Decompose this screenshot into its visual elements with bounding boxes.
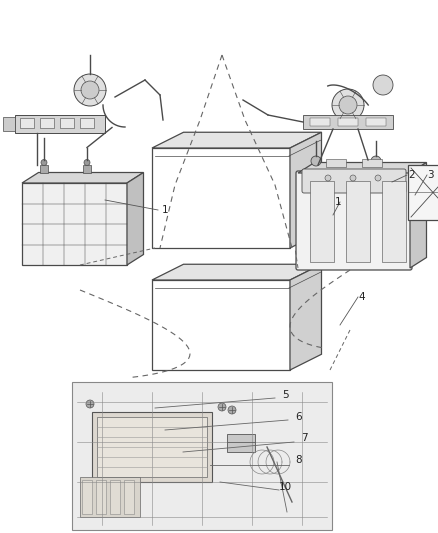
Bar <box>96 480 106 514</box>
Text: 5: 5 <box>282 390 289 400</box>
Bar <box>80 477 140 517</box>
Bar <box>110 480 120 514</box>
Circle shape <box>228 406 236 414</box>
Polygon shape <box>152 132 321 148</box>
Bar <box>82 480 92 514</box>
Circle shape <box>81 81 99 99</box>
Bar <box>310 118 330 126</box>
Circle shape <box>218 403 226 411</box>
Circle shape <box>371 156 381 166</box>
Polygon shape <box>152 280 290 370</box>
Polygon shape <box>298 163 427 173</box>
Polygon shape <box>410 163 427 268</box>
Text: 3: 3 <box>427 170 434 180</box>
FancyBboxPatch shape <box>302 169 406 193</box>
Text: 1: 1 <box>335 197 342 207</box>
Bar <box>92 412 212 482</box>
Circle shape <box>74 74 106 106</box>
Bar <box>20 118 34 128</box>
Bar <box>382 181 406 262</box>
Text: 2: 2 <box>408 170 415 180</box>
Circle shape <box>375 175 381 181</box>
Bar <box>3 117 15 131</box>
Circle shape <box>86 400 94 408</box>
FancyBboxPatch shape <box>296 171 412 270</box>
Polygon shape <box>152 148 290 248</box>
Bar <box>310 181 334 262</box>
Bar <box>60 118 74 128</box>
Circle shape <box>339 96 357 114</box>
Polygon shape <box>290 264 321 370</box>
Bar <box>40 118 54 128</box>
Bar <box>83 165 91 173</box>
Text: 1: 1 <box>162 205 169 215</box>
Bar <box>346 181 370 262</box>
Circle shape <box>373 75 393 95</box>
Bar <box>40 165 48 173</box>
Bar <box>338 118 358 126</box>
Text: 6: 6 <box>295 412 302 422</box>
Circle shape <box>350 175 356 181</box>
Bar <box>408 165 438 220</box>
Bar <box>80 118 94 128</box>
Bar <box>97 417 207 477</box>
Bar <box>15 115 105 133</box>
Circle shape <box>332 89 364 121</box>
Bar <box>124 480 134 514</box>
Polygon shape <box>72 382 332 530</box>
Polygon shape <box>22 173 144 183</box>
Text: 7: 7 <box>301 433 307 443</box>
Polygon shape <box>152 264 321 280</box>
Bar <box>303 115 393 129</box>
Text: 8: 8 <box>295 455 302 465</box>
Circle shape <box>311 156 321 166</box>
Bar <box>22 183 127 265</box>
Text: 10: 10 <box>279 482 292 492</box>
Bar <box>227 434 255 452</box>
Bar <box>366 118 386 126</box>
Polygon shape <box>127 173 144 265</box>
Circle shape <box>325 175 331 181</box>
Circle shape <box>84 159 90 166</box>
Polygon shape <box>290 132 321 248</box>
Text: 4: 4 <box>358 292 364 302</box>
Circle shape <box>41 159 47 166</box>
Bar <box>362 159 382 167</box>
Bar <box>326 159 346 167</box>
